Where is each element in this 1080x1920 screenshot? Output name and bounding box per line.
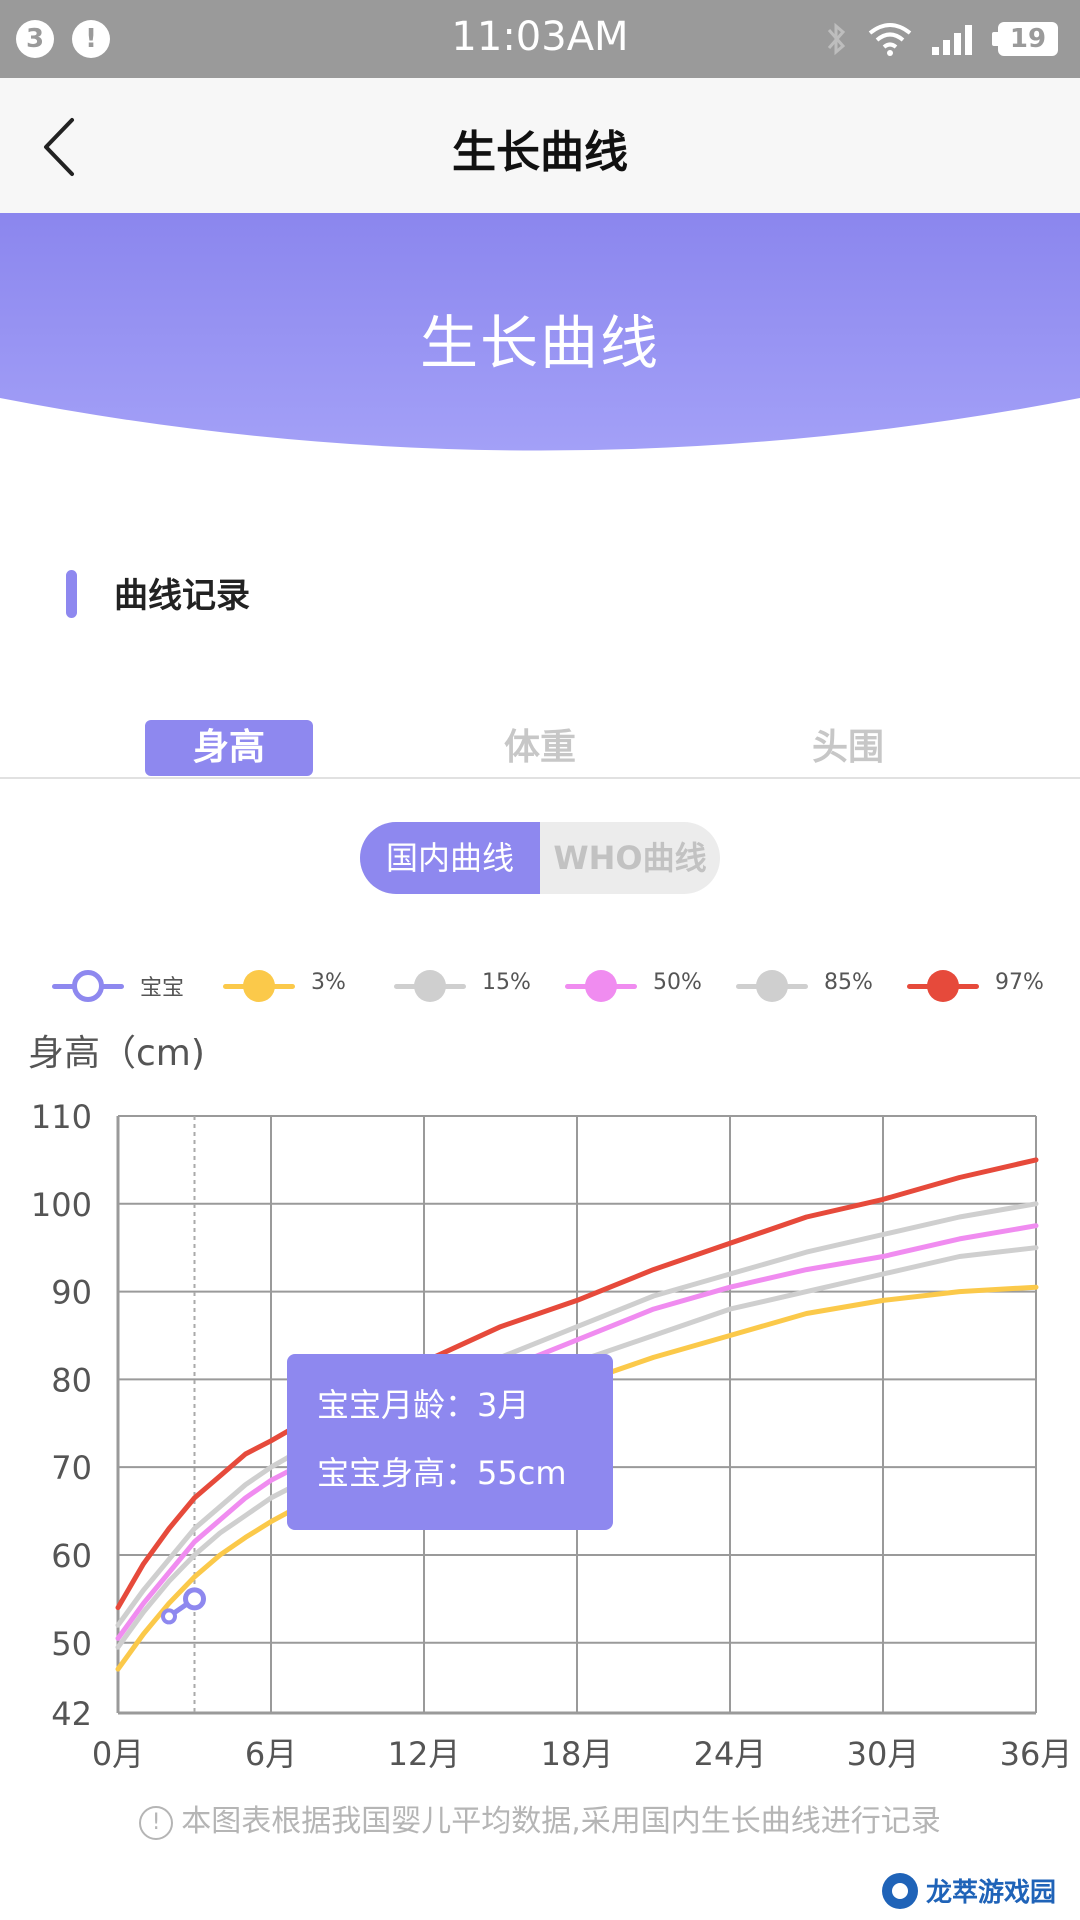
bluetooth-icon <box>827 22 846 56</box>
watermark-text: 龙萃游戏园 <box>925 1878 1056 1908</box>
tab-divider <box>0 777 1080 779</box>
y-tick-label: 80 <box>51 1361 92 1399</box>
legend-label-p15: 15% <box>482 970 531 995</box>
tab-head-circumference[interactable]: 头围 <box>811 727 884 768</box>
legend-marker-baby <box>72 970 104 1002</box>
tooltip-age: 宝宝月龄：3月 <box>317 1386 530 1424</box>
y-tick-label: 42 <box>51 1695 92 1733</box>
y-tick-label: 90 <box>51 1274 92 1312</box>
x-tick-label: 30月 <box>847 1735 920 1773</box>
status-bar: 3 ! 11:03AM 19 <box>0 0 1080 78</box>
legend-marker-p15 <box>414 970 446 1002</box>
chart-footnote: ! 本图表根据我国婴儿平均数据,采用国内生长曲线进行记录 <box>0 1796 1080 1840</box>
tab-weight[interactable]: 体重 <box>503 727 576 768</box>
tab-height[interactable]: 身高 <box>145 720 313 776</box>
legend-marker-p50 <box>585 970 617 1002</box>
x-tick-label: 6月 <box>245 1735 297 1773</box>
legend-label-p85: 85% <box>824 970 873 995</box>
tooltip-height: 宝宝身高：55cm <box>317 1454 567 1492</box>
baby-point <box>183 1587 206 1611</box>
x-tick-label: 18月 <box>541 1735 614 1773</box>
x-tick-label: 0月 <box>92 1735 144 1773</box>
legend-marker-p3 <box>243 970 275 1002</box>
y-tick-label: 70 <box>51 1449 92 1487</box>
signal-icon <box>932 25 972 55</box>
y-axis-label: 身高（cm) <box>28 1033 205 1074</box>
wifi-icon <box>868 23 912 56</box>
legend-marker-p85 <box>756 970 788 1002</box>
section-title: 曲线记录 <box>114 576 250 616</box>
banner-title: 生长曲线 <box>419 309 660 377</box>
header-banner <box>0 213 1080 451</box>
y-tick-label: 60 <box>51 1537 92 1575</box>
page-title: 生长曲线 <box>452 127 628 178</box>
chevron-left-icon[interactable] <box>36 112 96 182</box>
segment-who-curve[interactable]: WHO曲线 <box>553 839 707 877</box>
status-icons: 19 <box>824 14 1058 64</box>
section-accent-bar <box>66 570 77 618</box>
segment-domestic-curve[interactable]: 国内曲线 <box>360 822 540 894</box>
baby-point <box>161 1608 177 1625</box>
x-tick-label: 12月 <box>388 1735 461 1773</box>
info-icon: ! <box>139 1805 174 1840</box>
y-tick-label: 50 <box>51 1625 92 1663</box>
curve-standard-toggle: 国内曲线 WHO曲线 <box>360 822 720 894</box>
status-time: 11:03AM <box>451 14 629 60</box>
watermark: 龙萃游戏园 <box>881 1872 1056 1909</box>
legend-marker-p97 <box>927 970 959 1002</box>
x-tick-label: 36月 <box>1000 1735 1073 1773</box>
alert-icon: ! <box>72 20 110 58</box>
navigation-bar: 生长曲线 <box>0 78 1080 213</box>
legend-label-p97: 97% <box>995 970 1044 995</box>
watermark-logo-icon <box>881 1872 918 1909</box>
chart-tooltip: 宝宝月龄：3月 宝宝身高：55cm <box>287 1354 613 1530</box>
battery-icon: 19 <box>992 22 1058 56</box>
legend-label-baby: 宝宝 <box>140 976 185 1001</box>
legend-label-p50: 50% <box>653 970 702 995</box>
footnote-text: 本图表根据我国婴儿平均数据,采用国内生长曲线进行记录 <box>181 1804 941 1839</box>
y-tick-label: 110 <box>31 1098 92 1136</box>
x-tick-label: 24月 <box>694 1735 767 1773</box>
notification-count-badge: 3 <box>16 20 54 58</box>
legend-label-p3: 3% <box>311 970 346 995</box>
y-tick-label: 100 <box>31 1186 92 1224</box>
